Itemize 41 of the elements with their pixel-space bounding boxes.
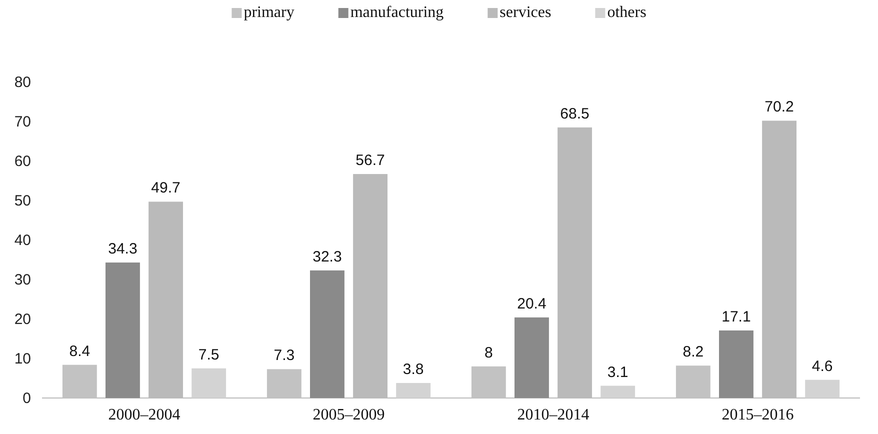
- data-label: 8: [484, 344, 493, 362]
- data-label: 8.2: [682, 344, 704, 361]
- legend-label: manufacturing: [350, 4, 444, 21]
- y-tick-label: 0: [22, 390, 31, 407]
- x-tick-label: 2010–2014: [517, 406, 590, 424]
- y-tick-label: 60: [14, 152, 31, 170]
- data-label: 68.5: [560, 105, 590, 122]
- y-tick-label: 30: [14, 271, 31, 288]
- bar: [310, 270, 344, 398]
- data-label: 34.3: [108, 240, 138, 258]
- legend-label: services: [500, 4, 552, 21]
- bar: [106, 262, 140, 398]
- data-label: 20.4: [517, 295, 546, 312]
- bar: [396, 382, 431, 398]
- data-label: 3.1: [607, 364, 628, 381]
- y-tick-label: 20: [14, 310, 31, 328]
- x-tick-label: 2005–2009: [312, 406, 385, 424]
- data-label: 32.3: [312, 248, 342, 266]
- bar: [805, 380, 840, 398]
- y-tick-label: 80: [14, 74, 31, 91]
- x-tick-label: 2015–2016: [722, 406, 794, 424]
- y-tick-label: 50: [14, 192, 31, 210]
- data-label: 3.8: [402, 360, 424, 378]
- data-label: 7.3: [274, 347, 295, 364]
- bar: [192, 368, 226, 398]
- bar: [719, 330, 754, 398]
- bar: [600, 386, 636, 398]
- data-label: 17.1: [722, 308, 751, 326]
- y-tick-label: 70: [14, 113, 31, 130]
- data-label: 7.5: [198, 346, 220, 364]
- data-label: 49.7: [151, 180, 180, 197]
- legend-label: primary: [244, 4, 294, 21]
- bar: [514, 317, 549, 398]
- data-label: 8.4: [69, 342, 90, 360]
- legend-label: others: [607, 4, 646, 21]
- data-label: 56.7: [356, 152, 385, 170]
- y-tick-label: 10: [14, 350, 31, 368]
- x-tick-label: 2000–2004: [108, 406, 180, 424]
- data-label: 4.6: [812, 358, 833, 375]
- data-label: 70.2: [764, 98, 794, 116]
- y-tick-label: 40: [14, 232, 31, 249]
